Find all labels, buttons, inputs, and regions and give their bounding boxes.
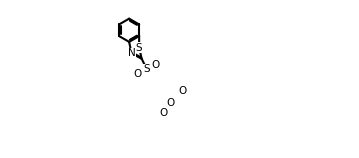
Text: O: O (167, 98, 175, 108)
Text: O: O (178, 86, 187, 96)
Text: S: S (136, 43, 143, 52)
Text: N: N (128, 48, 135, 58)
Text: O: O (160, 108, 168, 118)
Text: O: O (134, 69, 142, 79)
Text: O: O (151, 60, 160, 70)
Text: S: S (144, 64, 150, 74)
